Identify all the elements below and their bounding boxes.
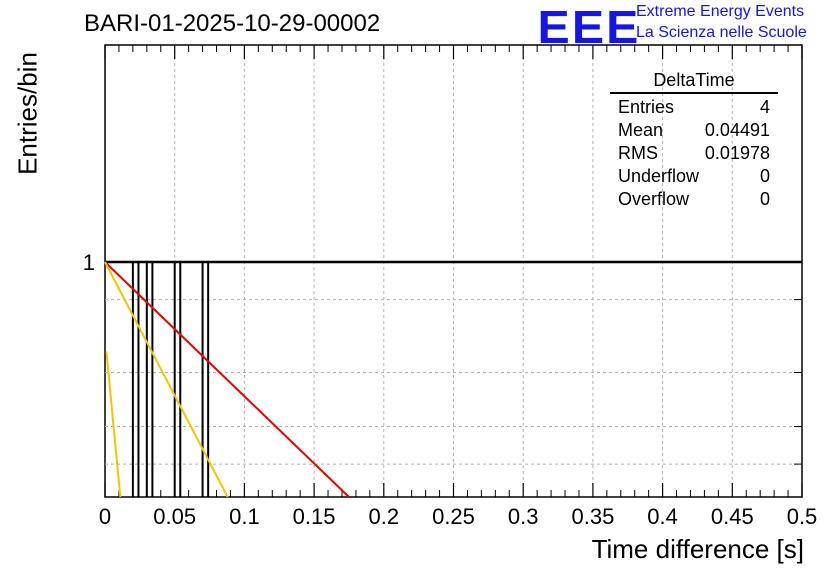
x-axis-ticks: 0 0.05 0.1 0.15 0.2 0.25 0.3 0.35 0.4 0.45 0.5 [99, 45, 817, 529]
stats-label: RMS [618, 143, 658, 163]
x-tick-label: 0.4 [647, 504, 678, 529]
stats-value: 0.04491 [704, 120, 770, 140]
stats-row-mean: Mean 0.04491 [610, 119, 778, 142]
x-tick-label: 0.1 [229, 504, 260, 529]
stats-value: 0.01978 [704, 143, 770, 163]
stats-row-entries: Entries 4 [610, 96, 778, 119]
stats-label: Entries [618, 97, 675, 117]
y-axis-label: Entries/bin [12, 52, 43, 175]
logo-line-2: La Scienza nelle Scuole [636, 24, 807, 41]
x-tick-label: 0.35 [571, 504, 614, 529]
stats-box: DeltaTime Entries 4 Mean 0.04491 RMS 0.0… [610, 70, 778, 211]
fit-line [104, 261, 350, 498]
stats-value: 0 [759, 166, 770, 186]
stats-row-overflow: Overflow 0 [610, 188, 778, 211]
chart-title: BARI-01-2025-10-29-00002 [84, 10, 381, 37]
stats-row-rms: RMS 0.01978 [610, 142, 778, 165]
fit-lines [104, 261, 350, 498]
stats-label: Mean [618, 120, 664, 140]
x-tick-label: 0.3 [508, 504, 539, 529]
stats-value: 4 [759, 97, 770, 117]
stats-title: DeltaTime [610, 70, 778, 94]
grid [105, 45, 802, 497]
eee-logo: EEE [537, 1, 641, 53]
frame [104, 44, 803, 498]
stats-value: 0 [759, 189, 770, 209]
x-axis-label: Time difference [s] [591, 534, 804, 564]
x-tick-label: 0.05 [153, 504, 196, 529]
fit-line [104, 261, 229, 498]
stats-row-underflow: Underflow 0 [610, 165, 778, 188]
x-tick-label: 0.25 [432, 504, 475, 529]
x-tick-label: 0.2 [369, 504, 400, 529]
x-tick-label: 0.15 [293, 504, 336, 529]
x-tick-label: 0.5 [787, 504, 818, 529]
fit-line [105, 351, 122, 498]
stats-label: Overflow [618, 189, 690, 209]
x-tick-label: 0 [99, 504, 111, 529]
x-tick-label: 0.45 [711, 504, 754, 529]
stats-label: Underflow [618, 166, 700, 186]
y-tick-label: 1 [83, 250, 95, 275]
logo-line-1: Extreme Energy Events [636, 3, 805, 20]
